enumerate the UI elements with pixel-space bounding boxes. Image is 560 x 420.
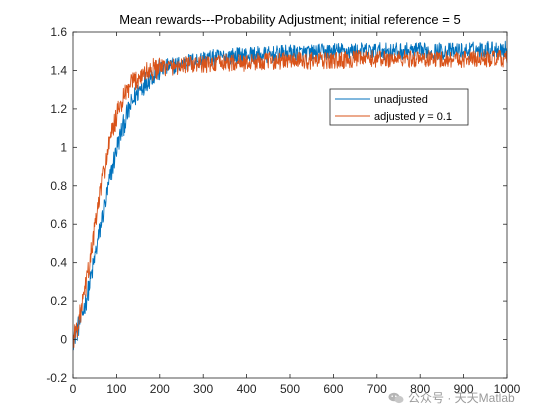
legend-label-adjusted-prefix: adjusted: [374, 111, 419, 123]
x-tick-label: 400: [237, 382, 257, 396]
x-tick-label: 900: [454, 382, 474, 396]
chart-title: Mean rewards---Probability Adjustment; i…: [119, 12, 460, 27]
legend-label-adjusted: adjusted γ = 0.1: [374, 111, 452, 123]
legend-box: [329, 88, 469, 126]
y-tick-label: 1: [60, 140, 67, 154]
x-tick-label: 700: [367, 382, 387, 396]
x-tick-label: 300: [193, 382, 213, 396]
legend-label-adjusted-suffix: = 0.1: [424, 111, 452, 123]
x-tick-label: 500: [280, 382, 300, 396]
series-line-adjusted: [72, 49, 508, 348]
x-tick-label: 600: [323, 382, 343, 396]
watermark: 公众号 · 天天Matlab: [388, 389, 515, 406]
y-tick-label: -0.2: [46, 371, 67, 385]
y-tick-label: 1.2: [50, 102, 67, 116]
y-tick-label: 0: [60, 333, 67, 347]
y-tick-label: 1.6: [50, 25, 67, 39]
y-tick-label: 0.6: [50, 217, 67, 231]
x-tick-label: 200: [150, 382, 170, 396]
wechat-icon: [388, 392, 404, 403]
x-tick-label: 1000: [494, 382, 521, 396]
legend: unadjusted adjusted γ = 0.1: [329, 88, 469, 126]
x-tick-label: 800: [410, 382, 430, 396]
series-layer: [72, 40, 508, 351]
watermark-text: 公众号 · 天天Matlab: [408, 391, 515, 405]
x-tick-label: 100: [106, 382, 126, 396]
tick-layer: 0 100 200 300 400 500 600 700 800 900 1000-0.200.2…: [46, 25, 520, 396]
x-tick-label: 0: [70, 382, 77, 396]
legend-label-unadjusted: unadjusted: [374, 94, 428, 106]
legend-label-gamma-symbol: γ: [419, 111, 426, 123]
y-tick-label: 1.4: [50, 63, 67, 77]
y-tick-label: 0.8: [50, 179, 67, 193]
y-tick-label: 0.2: [50, 294, 67, 308]
y-tick-label: 0.4: [50, 256, 67, 270]
